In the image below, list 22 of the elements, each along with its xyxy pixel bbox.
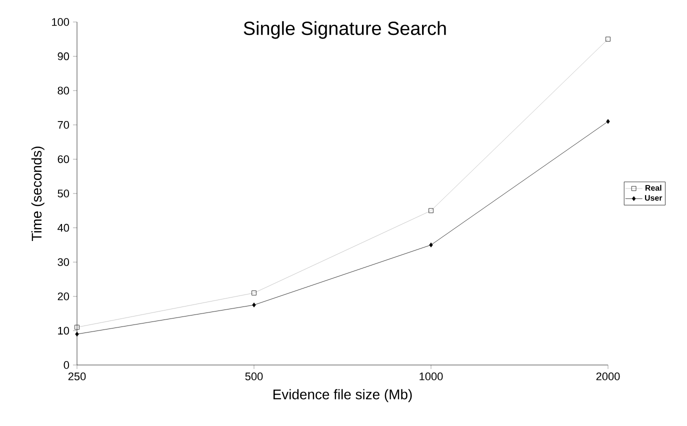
- chart-title: Single Signature Search: [244, 21, 446, 39]
- x-axis-title: Evidence file size (Mb): [273, 389, 412, 402]
- x-tick-label: 250: [68, 372, 86, 380]
- x-tick-label: 2000: [596, 372, 620, 380]
- y-tick-label: 30: [58, 258, 70, 266]
- x-tick-label: 1000: [420, 372, 443, 380]
- y-tick-label: 60: [58, 155, 70, 164]
- point: [252, 302, 256, 308]
- y-tick-label: 90: [58, 52, 70, 60]
- y-tick-label: 0: [64, 361, 70, 369]
- point: [606, 119, 610, 124]
- y-tick-label: 70: [58, 121, 70, 129]
- point: [75, 332, 79, 337]
- y-tick-label: 10: [58, 326, 70, 335]
- y-tick-label: 100: [52, 18, 70, 26]
- x-tick-label: 500: [245, 372, 263, 380]
- y-tick-label: 20: [58, 292, 70, 300]
- y-tick-label: 80: [58, 86, 70, 94]
- y-axis-title: Time (seconds): [31, 146, 44, 241]
- point: [429, 242, 433, 248]
- y-tick-label: 50: [58, 190, 70, 198]
- y-tick-label: 40: [58, 224, 70, 232]
